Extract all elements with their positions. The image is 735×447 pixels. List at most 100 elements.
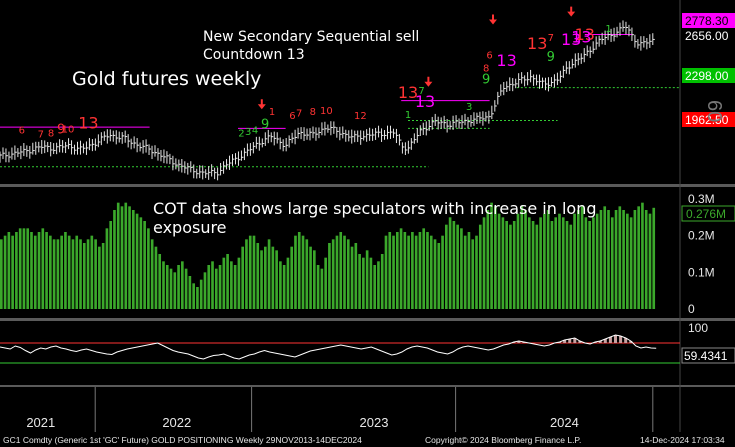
cot-bar [637,206,640,309]
td-count-label: 2 [238,128,244,139]
cot-bar [543,213,546,309]
cot-bar [196,287,199,309]
cot-bar [407,235,410,309]
td-count-label: 1 [605,24,611,35]
cot-bar [218,265,222,309]
cot-bar [286,257,290,309]
x-axis-label: 2024 [550,415,579,430]
cot-bar [411,232,414,309]
cot-bar [520,206,524,309]
cot-bar [98,246,101,309]
cot-bar [82,243,86,309]
cot-bar [471,239,475,309]
cot-bar [139,217,143,309]
cot-badge-bg [681,205,735,222]
rotated-axis-glyph: 60 [703,100,725,122]
cot-bar [101,243,105,309]
cot-bar [426,232,429,309]
cot-bar [384,235,388,309]
cot-bar [622,210,625,309]
cot-bar [22,228,26,309]
cot-bar [343,235,346,309]
cot-bar [7,232,11,309]
cot-bar [290,246,294,309]
sell-arrow-icon [489,14,497,25]
cot-bar [486,210,490,309]
cot-bar [309,246,312,309]
cot-bar [67,235,71,309]
cot-bar [188,276,192,309]
cot-bar [331,239,335,309]
td-count-label: 6 [289,111,295,122]
footer-left: GC1 Comdty (Generic 1st 'GC' Future) GOL… [3,435,362,445]
price-badge-text: 2778.30 [685,14,729,28]
cot-bar [0,239,3,309]
cot-bar [527,217,531,309]
price-badge-bg [682,68,735,83]
price-badge-bg [682,112,735,127]
cot-bar [203,272,207,309]
td-count-label: 3 [466,102,472,113]
cot-bar [482,217,486,309]
cot-bar [313,250,316,309]
cot-bar [52,239,56,309]
td-count-label: 13 [415,92,435,111]
cot-bar [437,243,441,309]
cot-bar [301,235,305,309]
cot-bar [150,239,154,309]
cot-bar [369,257,373,309]
cot-bar [275,250,278,309]
cot-bar [456,224,459,309]
cot-bar [45,232,48,309]
cot-bar [648,213,652,309]
td-count-label: 7 [38,130,44,141]
cot-bar [494,206,497,309]
cot-bar [230,261,233,309]
td-count-label: 9 [261,117,269,132]
cot-bar [192,283,195,309]
td-count-label: 13 [398,83,418,102]
td-count-label: 1 [269,107,275,118]
td-count-label: 6 [19,126,25,137]
cot-bar [328,243,331,309]
cot-bar [18,228,22,309]
cot-bar [569,224,573,309]
cot-bar [256,243,260,309]
sell-arrow-icon [567,6,576,17]
price-badge-bg [682,13,735,28]
cot-bar [181,261,184,309]
cot-bar [524,210,527,309]
cot-bar [211,261,214,309]
cot-bar [199,279,203,309]
price-badge-bg [682,28,735,43]
cot-bar [60,235,63,309]
td-count-label: 9 [482,72,490,87]
cot-bar [11,235,14,309]
cot-bar [433,239,437,309]
cot-tick-label: 0.1M [688,265,715,279]
panel-separator-2 [0,318,735,321]
cot-bar [445,224,448,309]
cot-bar [162,261,165,309]
cot-annotation: COT data shows large speculators with in… [153,199,597,237]
cot-bar [422,228,426,309]
cot-bar [505,221,508,309]
cot-bar [629,217,633,309]
cot-bar [561,217,565,309]
cot-bar [588,221,591,309]
cot-bar [207,265,211,309]
td-count-label: 9 [57,123,65,138]
cot-bar [539,217,542,309]
cot-bar [90,235,94,309]
cot-bar [241,246,245,309]
cot-bar [497,213,501,309]
cot-bar [573,213,576,309]
cot-bar [184,268,188,309]
cot-bar [3,235,7,309]
cot-bar [263,246,267,309]
cot-bar [414,235,418,309]
cot-badge-text: 0.276M [686,207,726,221]
cot-bar [501,217,505,309]
cot-bar [222,257,226,309]
rsi-line [0,334,657,360]
